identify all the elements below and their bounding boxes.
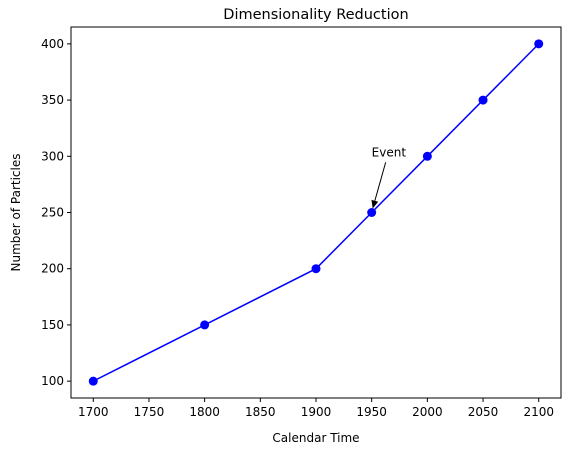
x-tick-label: 1800 xyxy=(189,405,220,419)
y-tick-label: 150 xyxy=(41,318,64,332)
data-points xyxy=(88,39,544,386)
data-point xyxy=(88,376,98,386)
x-tick-label: 2050 xyxy=(468,405,499,419)
y-axis-label: Number of Particles xyxy=(9,154,23,272)
data-point xyxy=(200,320,210,330)
annotation-text: Event xyxy=(372,145,407,159)
x-axis-label: Calendar Time xyxy=(272,431,359,445)
y-tick-label: 350 xyxy=(41,93,64,107)
x-tick-label: 1850 xyxy=(245,405,276,419)
data-point xyxy=(311,264,321,274)
x-tick-label: 1900 xyxy=(301,405,332,419)
annotation: Event xyxy=(371,145,407,209)
y-tick-label: 200 xyxy=(41,262,64,276)
data-point xyxy=(367,208,377,217)
y-tick-label: 100 xyxy=(41,374,64,388)
x-tick-label: 1750 xyxy=(134,405,165,419)
plot-frame xyxy=(70,26,562,399)
y-axis-ticks: 100 150 200 250 300 350 400 xyxy=(41,37,71,388)
chart-title: Dimensionality Reduction xyxy=(223,7,408,23)
data-point xyxy=(534,39,544,49)
x-tick-label: 2000 xyxy=(412,405,443,419)
data-point xyxy=(422,151,432,161)
x-axis-ticks: 1700 1750 1800 1850 1900 1950 2000 2050 2100 xyxy=(78,398,554,419)
x-tick-label: 1950 xyxy=(356,405,387,419)
data-point xyxy=(478,95,488,105)
annotation-arrow-head xyxy=(371,199,379,209)
x-tick-label: 1700 xyxy=(78,405,109,419)
y-tick-label: 400 xyxy=(41,37,64,51)
y-tick-label: 300 xyxy=(41,149,64,163)
y-tick-label: 250 xyxy=(41,206,64,220)
annotation-arrow-line xyxy=(374,162,387,201)
x-tick-label: 2100 xyxy=(523,405,554,419)
